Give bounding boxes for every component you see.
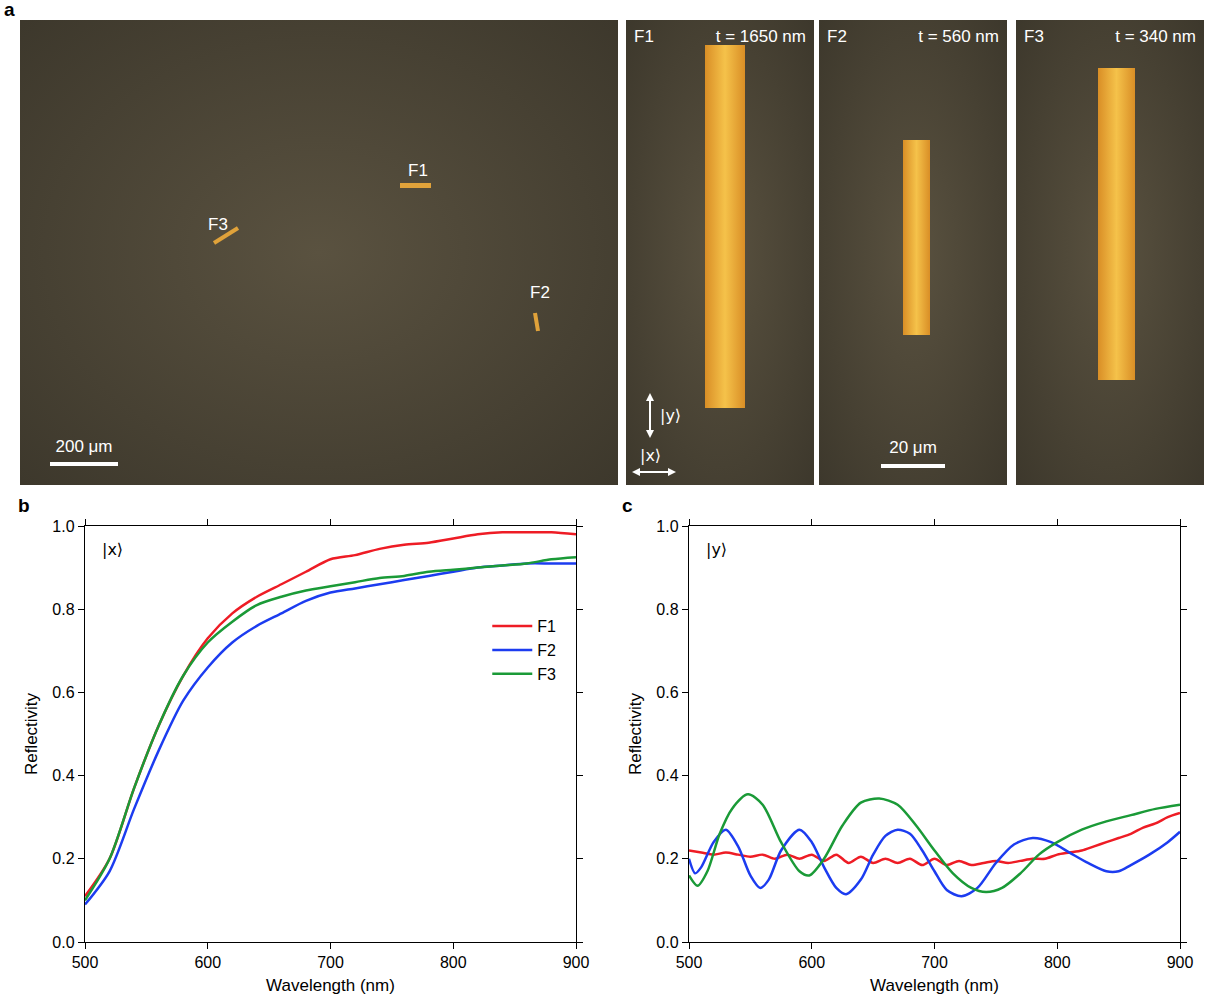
svg-text:F3: F3 bbox=[1024, 27, 1044, 46]
svg-text:|y⟩: |y⟩ bbox=[706, 540, 727, 559]
svg-text:a: a bbox=[4, 0, 15, 20]
svg-text:800: 800 bbox=[440, 954, 467, 971]
svg-text:0.0: 0.0 bbox=[52, 934, 74, 951]
svg-text:0.2: 0.2 bbox=[52, 850, 74, 867]
svg-text:F1: F1 bbox=[634, 27, 654, 46]
svg-text:600: 600 bbox=[798, 954, 825, 971]
svg-text:t = 560 nm: t = 560 nm bbox=[918, 27, 999, 46]
svg-text:700: 700 bbox=[921, 954, 948, 971]
svg-text:t = 340 nm: t = 340 nm bbox=[1115, 27, 1196, 46]
svg-text:F2: F2 bbox=[537, 642, 556, 659]
svg-text:Wavelength (nm): Wavelength (nm) bbox=[266, 976, 395, 995]
svg-text:0.2: 0.2 bbox=[656, 850, 678, 867]
svg-text:0.0: 0.0 bbox=[656, 934, 678, 951]
svg-text:1.0: 1.0 bbox=[656, 518, 678, 535]
svg-text:F1: F1 bbox=[537, 618, 556, 635]
svg-text:Reflectivity: Reflectivity bbox=[22, 692, 41, 775]
svg-text:|x⟩: |x⟩ bbox=[102, 540, 123, 559]
svg-text:Wavelength (nm): Wavelength (nm) bbox=[870, 976, 999, 995]
svg-text:0.8: 0.8 bbox=[656, 601, 678, 618]
svg-text:800: 800 bbox=[1044, 954, 1071, 971]
svg-text:0.8: 0.8 bbox=[52, 601, 74, 618]
svg-text:F2: F2 bbox=[827, 27, 847, 46]
svg-text:900: 900 bbox=[563, 954, 590, 971]
svg-text:|x⟩: |x⟩ bbox=[640, 446, 661, 465]
svg-text:|y⟩: |y⟩ bbox=[660, 406, 681, 425]
svg-text:0.4: 0.4 bbox=[656, 767, 678, 784]
svg-text:600: 600 bbox=[194, 954, 221, 971]
svg-text:b: b bbox=[18, 495, 30, 516]
svg-text:500: 500 bbox=[676, 954, 703, 971]
svg-text:F3: F3 bbox=[208, 215, 228, 234]
svg-text:700: 700 bbox=[317, 954, 344, 971]
svg-text:500: 500 bbox=[72, 954, 99, 971]
svg-text:t = 1650 nm: t = 1650 nm bbox=[716, 27, 806, 46]
svg-text:c: c bbox=[622, 495, 633, 516]
svg-text:F1: F1 bbox=[408, 161, 428, 180]
svg-text:200 μm: 200 μm bbox=[55, 437, 112, 456]
svg-text:900: 900 bbox=[1167, 954, 1194, 971]
svg-text:F3: F3 bbox=[537, 666, 556, 683]
svg-text:1.0: 1.0 bbox=[52, 518, 74, 535]
svg-text:20 μm: 20 μm bbox=[889, 438, 937, 457]
svg-text:Reflectivity: Reflectivity bbox=[626, 692, 645, 775]
svg-text:0.4: 0.4 bbox=[52, 767, 74, 784]
svg-text:0.6: 0.6 bbox=[52, 684, 74, 701]
svg-text:0.6: 0.6 bbox=[656, 684, 678, 701]
svg-text:F2: F2 bbox=[530, 283, 550, 302]
